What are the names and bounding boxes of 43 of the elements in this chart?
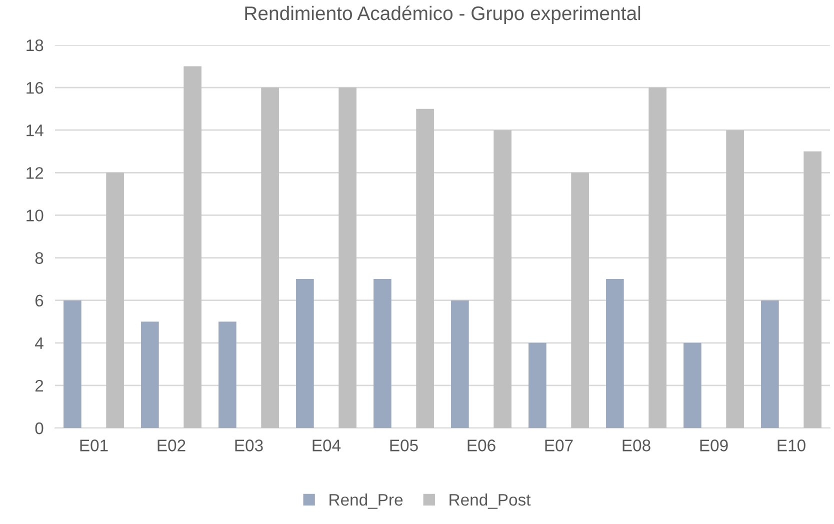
bar [141, 322, 159, 428]
bar [606, 279, 624, 428]
bar [726, 130, 744, 428]
x-tick-label: E10 [778, 440, 806, 452]
bar [528, 342, 546, 428]
y-tick-label: 4 [35, 337, 44, 349]
bar [218, 322, 236, 428]
bar [648, 88, 666, 428]
x-tick-label: E06 [468, 440, 496, 452]
y-tick-label: 6 [35, 294, 44, 307]
bar [804, 151, 822, 428]
legend-label: Rend_Post [450, 493, 531, 509]
y-tick-label: 14 [26, 124, 44, 136]
y-tick-label: 8 [35, 252, 44, 264]
x-tick-label: E04 [312, 440, 341, 452]
bar [184, 66, 202, 428]
bar [296, 279, 314, 428]
bar [261, 88, 279, 428]
x-tick-label: E07 [545, 440, 573, 452]
x-tick-label: E08 [622, 440, 650, 452]
bar [451, 300, 469, 428]
y-tick-label: 0 [35, 422, 44, 434]
y-tick-label: 10 [26, 210, 44, 222]
bar [761, 300, 779, 428]
y-tick-label: 16 [26, 82, 44, 94]
bar [64, 300, 82, 428]
legend-label: Rend_Pre [330, 493, 403, 509]
bar [684, 342, 702, 428]
x-tick-label: E02 [158, 440, 186, 452]
bar [494, 130, 512, 428]
bar [416, 108, 434, 428]
x-tick-label: E09 [700, 440, 728, 452]
x-tick-label: E05 [390, 440, 418, 452]
y-tick-label: 2 [35, 380, 44, 392]
x-tick-label: E01 [80, 440, 108, 452]
bar [106, 172, 124, 428]
y-tick-label: 18 [26, 39, 44, 52]
bar [338, 88, 356, 428]
chart-title: Rendimiento Académico - Grupo experimental [245, 6, 640, 24]
y-tick-label: 12 [26, 167, 44, 179]
bar [374, 279, 392, 428]
x-tick-label: E03 [235, 440, 263, 452]
bar [571, 172, 589, 428]
